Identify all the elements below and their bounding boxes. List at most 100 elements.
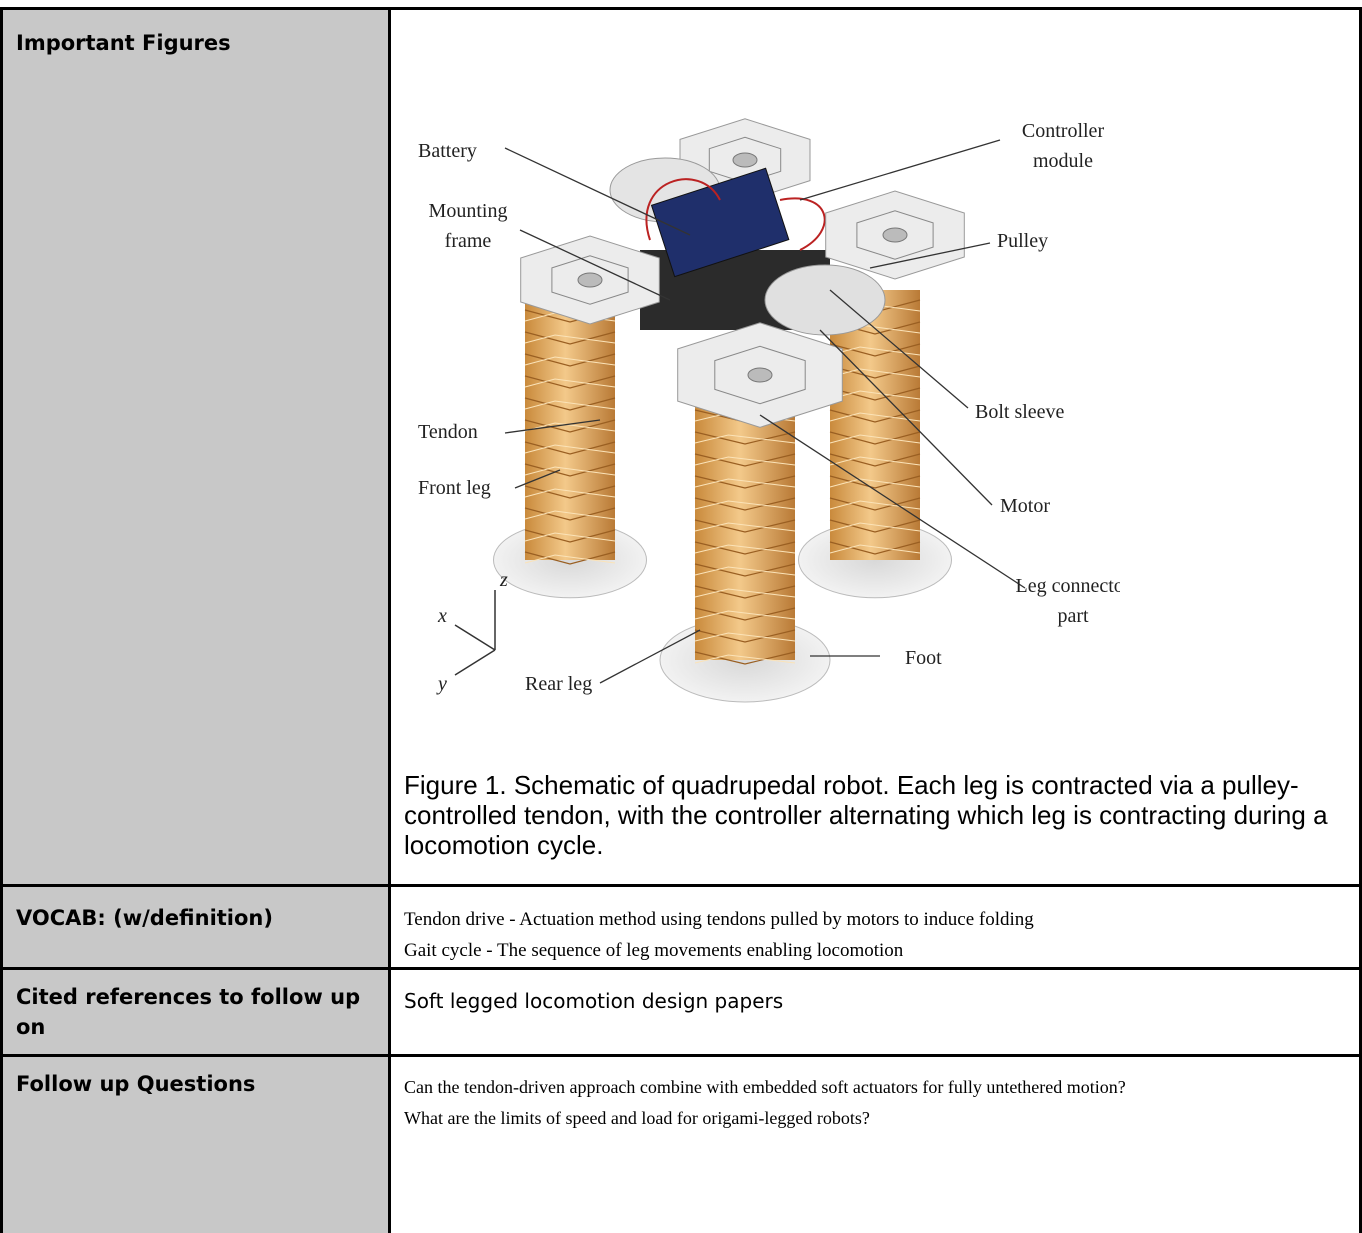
callout-label: Pulley xyxy=(997,230,1048,252)
leader-line xyxy=(759,414,1026,589)
vocab-item: Gait cycle - The sequence of leg movemen… xyxy=(404,940,904,961)
leg-fold xyxy=(694,431,796,445)
leg-fold xyxy=(524,378,616,388)
leg-fold xyxy=(524,510,616,520)
leader-line xyxy=(504,147,691,236)
leg-fold xyxy=(694,497,796,511)
leg-fold xyxy=(694,453,796,467)
callout-label: part xyxy=(1057,605,1089,627)
leg-fold xyxy=(524,488,616,498)
question-item: Can the tendon-driven approach combine w… xyxy=(404,1077,1126,1097)
leg-fold xyxy=(694,475,796,489)
axis-label: x xyxy=(437,605,447,627)
leg-fold xyxy=(524,444,616,454)
question-list: Can the tendon-driven approach combine w… xyxy=(404,1072,1334,1134)
callout-label: frame xyxy=(445,230,492,252)
callout-label: Front leg xyxy=(418,477,491,499)
leader-line xyxy=(514,469,561,489)
leg-fold xyxy=(524,554,616,564)
axis-label: y xyxy=(436,673,447,695)
leader-lines xyxy=(504,139,1026,684)
pulley-disk xyxy=(764,264,886,336)
leg-fold xyxy=(694,585,796,599)
leg-fold xyxy=(829,544,921,554)
leg-fold xyxy=(524,400,616,410)
leg-fold xyxy=(524,353,616,367)
callout-label: Mounting xyxy=(429,200,508,222)
leg-fold xyxy=(829,343,921,357)
leg-fold xyxy=(524,334,616,344)
leader-line xyxy=(869,242,991,269)
leg-fold xyxy=(694,434,796,444)
callout-label: Leg connector xyxy=(1016,575,1120,597)
leg-fold xyxy=(829,519,921,533)
leg-fold xyxy=(829,431,921,445)
leg-fold xyxy=(694,541,796,555)
figure: x y z Battery Controller module Mounting frame P… xyxy=(418,118,1120,703)
leg-fold xyxy=(694,563,796,577)
leg-fold xyxy=(829,409,921,423)
border xyxy=(0,7,3,1233)
header-cell xyxy=(2,9,389,884)
wire xyxy=(645,178,826,251)
leg-fold xyxy=(524,466,616,476)
leg-fold xyxy=(694,522,796,532)
leg-fold xyxy=(524,419,616,433)
border xyxy=(0,1054,1362,1057)
callout-label: Motor xyxy=(1000,495,1050,517)
leg-fold xyxy=(524,375,616,389)
leg-fold xyxy=(829,434,921,444)
callout-label: Foot xyxy=(905,647,942,669)
callout-label: Tendon xyxy=(418,421,478,443)
leg-fold xyxy=(829,365,921,379)
leg-fold xyxy=(829,453,921,467)
leg-fold xyxy=(694,500,796,510)
robot-illustration xyxy=(454,118,965,703)
vocab-list: Tendon drive - Actuation method using te… xyxy=(404,904,1034,966)
row-label: Cited references to follow up on xyxy=(16,985,361,1039)
callout-label: Rear leg xyxy=(525,673,592,695)
border xyxy=(1359,7,1362,1233)
leg-fold xyxy=(694,651,796,665)
plate-inner xyxy=(551,255,629,305)
leg-fold xyxy=(829,456,921,466)
leg-fold xyxy=(694,588,796,598)
reference-item: Soft legged locomotion design papers xyxy=(404,989,784,1013)
leg xyxy=(830,290,920,560)
leg-fold xyxy=(829,412,921,422)
leg-fold xyxy=(694,456,796,466)
plate-inner xyxy=(714,345,806,405)
leg-fold xyxy=(829,497,921,511)
leg-fold xyxy=(694,544,796,554)
leg-fold xyxy=(524,532,616,542)
border xyxy=(0,967,1362,970)
leg-fold xyxy=(829,387,921,401)
header-cell xyxy=(2,887,389,967)
row-label: VOCAB: (w/definition) xyxy=(16,906,273,930)
leg-fold xyxy=(524,485,616,499)
leader-line xyxy=(504,419,601,434)
leg-fold xyxy=(694,566,796,576)
leg-fold xyxy=(694,478,796,488)
hub xyxy=(882,227,908,243)
callout-label: Bolt sleeve xyxy=(975,401,1065,423)
reference-list: Soft legged locomotion design papers xyxy=(404,986,783,1016)
leader-line xyxy=(599,629,701,684)
callout-label: Controller xyxy=(1022,120,1105,142)
leader-line xyxy=(799,139,1001,201)
border xyxy=(388,7,391,1233)
row-label: Important Figures xyxy=(16,31,231,55)
leg-fold xyxy=(524,356,616,366)
callout-label: Battery xyxy=(418,140,477,162)
border xyxy=(0,7,1362,10)
leg-fold xyxy=(694,654,796,664)
plate-inner xyxy=(856,210,934,260)
leader-line xyxy=(829,289,969,409)
leg-fold xyxy=(694,632,796,642)
leg-fold xyxy=(829,541,921,555)
border xyxy=(0,884,1362,887)
axis-glyph xyxy=(454,590,496,676)
question-item: What are the limits of speed and load fo… xyxy=(404,1108,870,1128)
hub xyxy=(577,272,603,288)
